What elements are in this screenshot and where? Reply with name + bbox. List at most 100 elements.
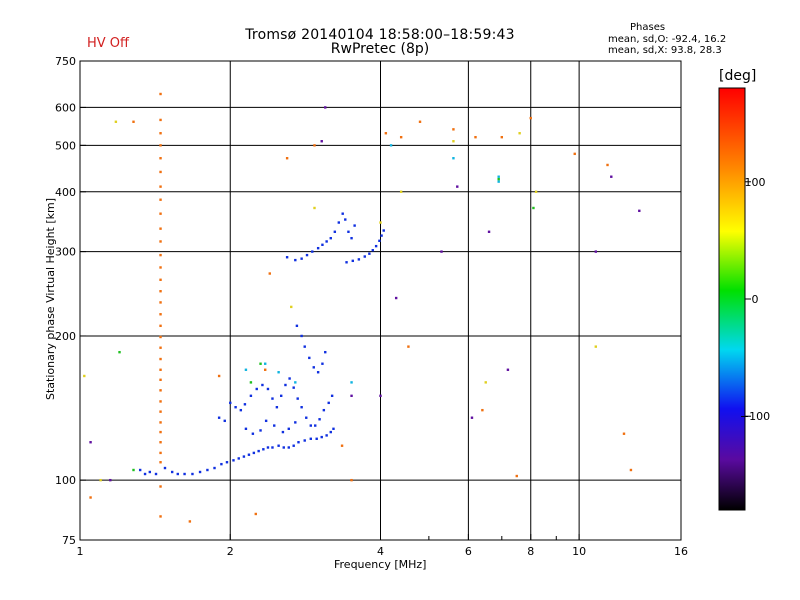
data-point: [325, 434, 328, 437]
data-point: [275, 406, 279, 409]
page-title: Tromsø 20140104 18:58:00–18:59:43: [245, 27, 515, 43]
data-point: [481, 408, 484, 412]
data-point: [282, 446, 285, 449]
data-point: [159, 485, 162, 488]
data-point: [350, 394, 353, 398]
data-point: [351, 259, 354, 263]
data-point: [159, 278, 162, 281]
data-point: [109, 478, 112, 482]
data-point: [290, 305, 293, 309]
data-point: [350, 478, 353, 482]
x-axis-label: Frequency [MHz]: [334, 558, 427, 571]
data-point: [217, 374, 221, 378]
data-point: [325, 240, 328, 243]
data-point: [594, 250, 598, 253]
data-point: [188, 520, 192, 523]
data-point: [347, 230, 350, 233]
data-point: [159, 240, 162, 243]
y-tick-label: 100: [55, 474, 76, 487]
y-tick-label: 750: [55, 55, 76, 68]
data-point: [363, 255, 366, 258]
data-points: [83, 92, 641, 523]
data-point: [254, 512, 257, 516]
data-point: [487, 230, 491, 233]
data-point: [159, 430, 162, 434]
data-point: [295, 324, 299, 328]
data-point: [220, 462, 223, 466]
data-point: [294, 258, 297, 262]
data-point: [529, 116, 532, 120]
data-point: [327, 401, 330, 405]
data-point: [281, 430, 285, 434]
data-point: [259, 429, 262, 432]
data-point: [159, 132, 162, 135]
data-point: [159, 290, 162, 293]
data-point: [217, 416, 221, 419]
data-point: [394, 296, 398, 300]
data-point: [389, 144, 393, 147]
data-point: [305, 253, 309, 257]
data-point: [518, 132, 521, 135]
data-point: [264, 362, 267, 365]
data-point: [332, 427, 335, 431]
data-point: [244, 368, 248, 371]
data-point: [308, 356, 311, 360]
data-point: [384, 132, 388, 135]
data-point: [312, 366, 315, 369]
data-point: [159, 198, 162, 201]
data-point: [399, 135, 403, 139]
data-point: [264, 419, 268, 423]
data-point: [344, 218, 347, 221]
data-point: [337, 221, 341, 224]
data-point: [294, 381, 297, 384]
data-point: [159, 451, 162, 455]
data-point: [374, 244, 378, 248]
data-point: [316, 246, 320, 250]
data-point: [247, 453, 251, 456]
data-point: [262, 448, 265, 451]
data-point: [159, 378, 162, 381]
phases-title: Phases: [630, 22, 666, 33]
x-tick-label: 8: [527, 545, 534, 558]
data-point: [266, 387, 270, 391]
data-point: [159, 227, 162, 230]
data-point: [452, 128, 455, 131]
data-point: [163, 466, 167, 470]
data-point: [318, 418, 321, 421]
data-point: [515, 474, 518, 478]
data-point: [324, 350, 327, 354]
data-point: [159, 313, 162, 316]
data-point: [159, 346, 162, 349]
data-point: [474, 135, 477, 139]
data-point: [292, 444, 295, 447]
data-point: [340, 444, 344, 447]
data-point: [183, 472, 186, 476]
data-point: [159, 335, 162, 339]
data-point: [159, 368, 162, 371]
data-point: [159, 515, 162, 518]
data-point: [159, 410, 162, 413]
data-point: [273, 424, 276, 427]
colorbar-tick-label: −100: [740, 410, 770, 423]
data-point: [382, 229, 385, 232]
data-point: [138, 468, 142, 472]
data-point: [638, 209, 641, 213]
phases-o-stats: mean, sd,O: -92.4, 16.2: [608, 34, 727, 45]
data-point: [268, 272, 271, 275]
data-point: [257, 449, 260, 453]
data-point: [234, 406, 237, 409]
data-point: [159, 441, 162, 444]
data-point: [114, 120, 118, 123]
data-point: [159, 157, 162, 160]
data-point: [287, 427, 290, 431]
data-point: [497, 177, 500, 181]
data-point: [324, 106, 327, 109]
data-point: [198, 470, 202, 474]
data-point: [159, 357, 162, 361]
data-point: [261, 383, 264, 387]
data-point: [610, 175, 613, 178]
data-point: [159, 185, 162, 188]
data-point: [249, 381, 253, 384]
data-point: [368, 252, 371, 255]
data-point: [350, 381, 353, 384]
